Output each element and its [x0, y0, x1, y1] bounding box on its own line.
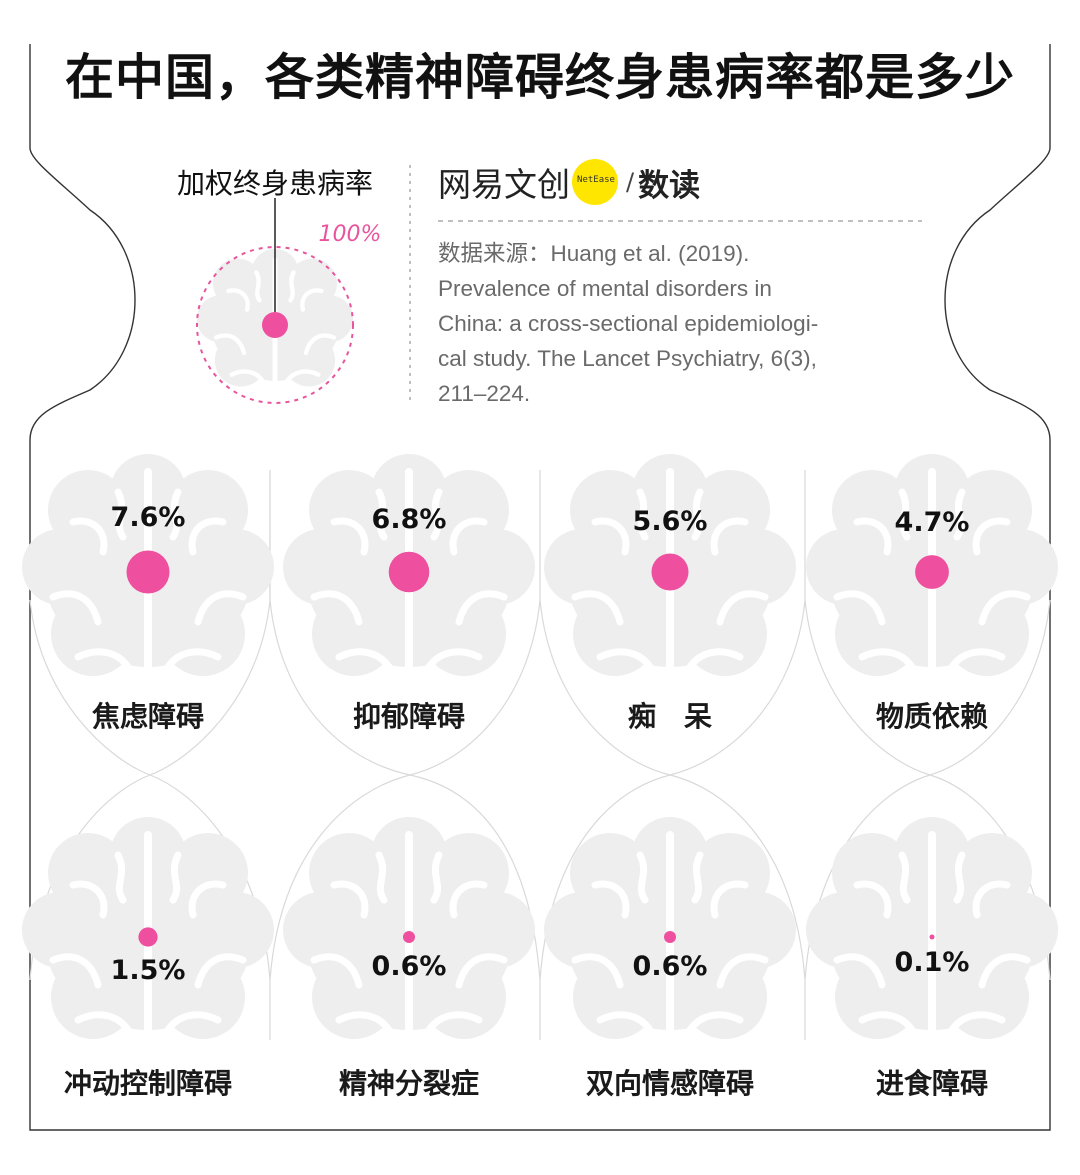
- legend-label: 加权终身患病率: [176, 167, 373, 200]
- brain-icon: [283, 817, 535, 1071]
- brain-icon: [544, 817, 796, 1071]
- prevalence-dot: [126, 550, 170, 594]
- legend-reference-ring: [196, 246, 354, 404]
- category-label: 双向情感障碍: [585, 1067, 754, 1100]
- category-label: 抑郁障碍: [352, 700, 465, 733]
- category-label: 冲动控制障碍: [63, 1067, 232, 1100]
- source-line: 211–224.: [438, 381, 531, 406]
- value-label: 0.1%: [894, 947, 970, 979]
- prevalence-dot: [664, 931, 676, 943]
- prevalence-dot: [403, 931, 415, 943]
- source-line: Prevalence of mental disorders in: [438, 276, 772, 301]
- brand-slash: /: [626, 168, 635, 196]
- value-label: 0.6%: [371, 951, 447, 983]
- value-label: 7.6%: [110, 502, 186, 534]
- prevalence-dot: [388, 551, 430, 593]
- category-label: 焦虑障碍: [91, 700, 204, 733]
- category-label: 进食障碍: [875, 1067, 988, 1100]
- source-line: China: a cross-sectional epidemiologi-: [438, 311, 819, 336]
- category-label: 物质依赖: [875, 700, 988, 733]
- brain-icon: [806, 817, 1058, 1071]
- source-line: cal study. The Lancet Psychiatry, 6(3),: [438, 346, 817, 371]
- page-title: 在中国，各类精神障碍终身患病率都是多少: [64, 49, 1015, 106]
- prevalence-dot: [651, 553, 689, 591]
- value-label: 6.8%: [371, 503, 447, 535]
- prevalence-dot: [915, 555, 949, 589]
- source-line: 数据来源：Huang et al. (2019).: [438, 241, 750, 266]
- category-label: 痴 呆: [627, 700, 712, 733]
- value-label: 5.6%: [632, 505, 708, 537]
- legend-dot: [262, 312, 288, 338]
- category-label: 精神分裂症: [338, 1067, 479, 1100]
- prevalence-dot: [929, 934, 935, 940]
- netease-badge-icon: NetEase: [572, 159, 618, 205]
- brand-logo: 网易文创 NetEase / 数读: [438, 158, 700, 206]
- prevalence-dot: [138, 927, 158, 947]
- brand-sub: 数读: [638, 167, 701, 204]
- legend-reference-label: 100%: [318, 222, 382, 247]
- netease-badge-text: NetEase: [577, 175, 615, 185]
- value-label: 0.6%: [632, 951, 708, 983]
- value-label: 4.7%: [894, 507, 970, 539]
- brand-name: 网易文创: [438, 165, 570, 204]
- source-citation: 数据来源：Huang et al. (2019). Prevalence of …: [438, 236, 928, 411]
- value-label: 1.5%: [110, 954, 186, 986]
- frame-outline: [29, 44, 1051, 1131]
